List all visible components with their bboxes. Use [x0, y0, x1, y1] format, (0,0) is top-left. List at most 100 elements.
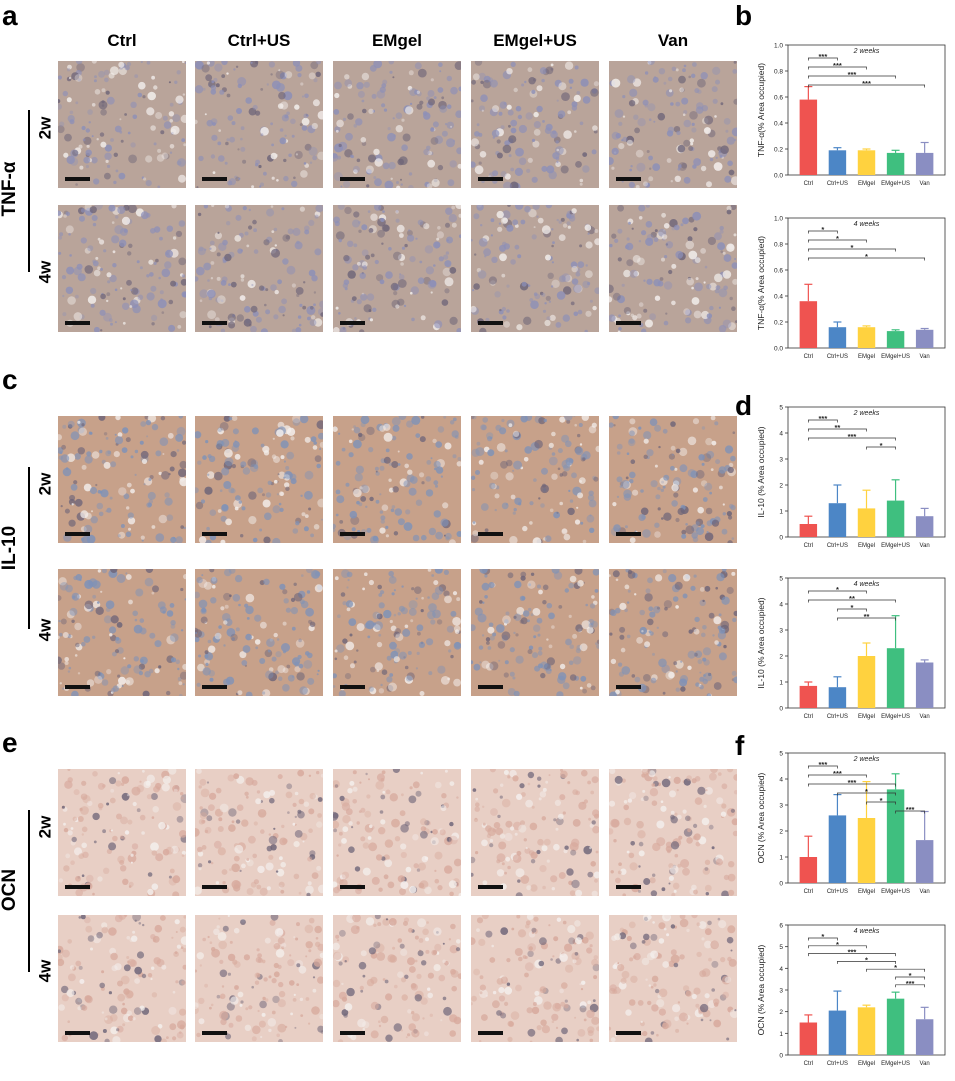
chart-il10-4weeks: 4 weeks IL-10 (% Area occupied) 0 1 2 3 4 5 Ctrl… [756, 576, 946, 720]
y-tick-label: 1.0 [774, 216, 783, 223]
x-tick-label: EMgel [858, 889, 875, 895]
time-label-4w: 4w [35, 959, 55, 983]
x-tick-label: EMgel [858, 543, 875, 549]
y-tick-label: 3 [779, 988, 783, 995]
scale-bar [616, 177, 641, 181]
chart-title: 4 weeks [854, 928, 880, 935]
scale-bar [65, 532, 90, 536]
y-axis-label: OCN (% Area occupied) [756, 944, 766, 1035]
significance-bracket [808, 75, 896, 79]
significance-stars: *** [848, 70, 857, 79]
micrograph-tile [609, 569, 737, 696]
significance-stars: *** [819, 414, 828, 423]
bar [799, 301, 818, 348]
bar [799, 857, 818, 883]
x-tick-label: Ctrl+US [827, 714, 848, 720]
significance-bracket [808, 248, 896, 252]
micrograph-tile [58, 416, 186, 543]
panel-letter-f: f [735, 730, 745, 761]
significance-stars: *** [833, 61, 842, 70]
significance-stars: *** [819, 760, 828, 769]
significance-stars: * [836, 585, 839, 594]
chart-il10-2weeks: 2 weeks IL-10 (% Area occupied) 0 1 2 3 4 5 Ctrl… [756, 405, 946, 549]
y-tick-label: 1.0 [774, 43, 783, 50]
significance-bracket [808, 428, 867, 432]
bar [828, 503, 847, 537]
micrograph-tile [58, 205, 186, 332]
y-tick-label: 4 [779, 777, 783, 784]
significance-stars: *** [833, 769, 842, 778]
scale-bar [340, 885, 365, 889]
y-tick-label: 5 [779, 576, 783, 583]
x-tick-label: Van [920, 714, 930, 720]
x-tick-label: Ctrl+US [827, 1061, 848, 1067]
bar [799, 685, 818, 708]
significance-bracket [808, 66, 867, 70]
significance-stars: * [894, 963, 897, 972]
row-label-ocn: OCN [0, 868, 20, 912]
x-tick-label: EMgel+US [881, 1061, 910, 1067]
bar [828, 815, 847, 883]
micrograph-tile [333, 416, 461, 543]
significance-bracket [837, 617, 896, 621]
micrograph-tile [195, 569, 323, 696]
micrograph-tile [195, 915, 323, 1042]
significance-bracket [808, 84, 925, 88]
chart-title: 2 weeks [853, 410, 880, 417]
y-axis-label: IL-10 (% Area occupied) [756, 426, 766, 517]
bar [828, 687, 847, 708]
y-axis-label: IL-10 (% Area occupied) [756, 597, 766, 688]
y-tick-label: 2 [779, 483, 783, 490]
y-tick-label: 0 [779, 1053, 783, 1060]
scale-bar [340, 685, 365, 689]
chart-title: 4 weeks [854, 221, 880, 228]
y-tick-label: 0.2 [774, 320, 783, 327]
micrograph-tile [471, 569, 599, 696]
x-tick-label: EMgel [858, 1061, 875, 1067]
scale-bar [478, 321, 503, 325]
micrograph-tile [333, 915, 461, 1042]
significance-bracket [837, 608, 867, 612]
scale-bar [478, 177, 503, 181]
micrograph-tile [333, 61, 461, 188]
significance-bracket [808, 419, 838, 423]
y-tick-label: 0.2 [774, 147, 783, 154]
micrograph-tile [333, 569, 461, 696]
y-tick-label: 0.4 [774, 294, 783, 301]
chart-title: 2 weeks [853, 48, 880, 55]
micrograph-tile [195, 769, 323, 896]
scale-bar [202, 532, 227, 536]
y-tick-label: 1 [779, 509, 783, 516]
significance-bracket [808, 230, 838, 234]
significance-bracket [808, 437, 896, 441]
scale-bar [478, 1031, 503, 1035]
scale-bar [340, 177, 365, 181]
x-tick-label: Ctrl+US [827, 354, 848, 360]
significance-bracket [808, 953, 896, 957]
bar [886, 331, 905, 348]
significance-bracket [808, 937, 838, 941]
y-tick-label: 0.6 [774, 95, 783, 102]
x-tick-label: Ctrl+US [827, 543, 848, 549]
significance-stars: * [821, 225, 824, 234]
x-tick-label: Ctrl [804, 1061, 813, 1067]
bar [799, 99, 818, 175]
scale-bar [202, 885, 227, 889]
y-tick-label: 4 [779, 431, 783, 438]
significance-stars: * [909, 971, 912, 980]
panel-letter-d: d [735, 390, 753, 421]
significance-bracket [808, 783, 896, 787]
significance-stars: * [865, 955, 868, 964]
y-tick-label: 3 [779, 628, 783, 635]
scale-bar [202, 685, 227, 689]
x-tick-label: Van [920, 354, 930, 360]
scale-bar [616, 321, 641, 325]
chart-tnf-2weeks: 2 weeks TNF-α(% Area occupied) 0.0 0.2 0.4 0.… [756, 43, 946, 187]
column-header-van: Van [657, 31, 689, 50]
x-tick-label: EMgel [858, 181, 875, 187]
time-label-4w: 4w [35, 618, 55, 642]
column-header-ctrl: Ctrl [107, 31, 137, 50]
y-tick-label: 0.6 [774, 268, 783, 275]
row-group-line-il10 [28, 467, 30, 629]
bar [915, 662, 934, 708]
